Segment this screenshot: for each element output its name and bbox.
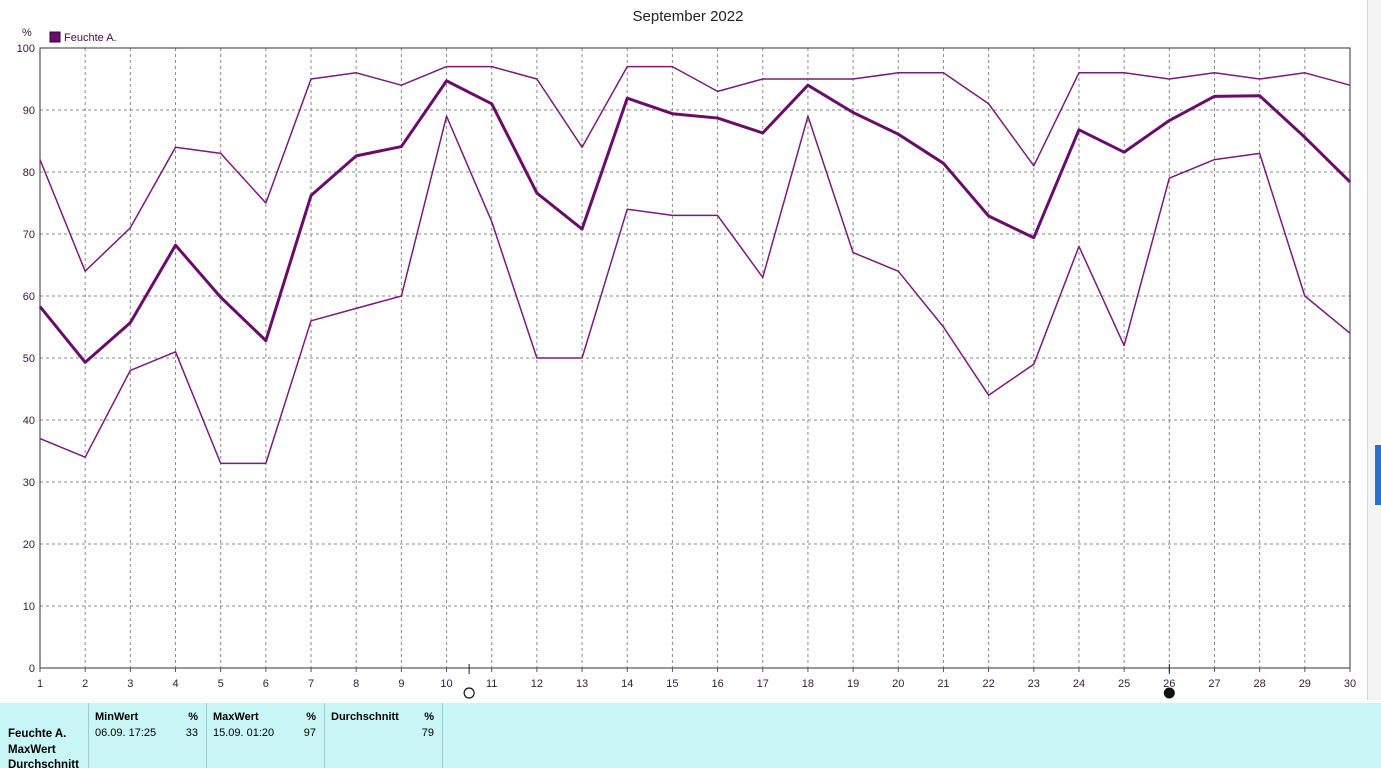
chart-title: September 2022 [633,8,744,25]
stats-col-avg: Durchschnitt % 79 [324,703,443,768]
stats-max-value: 97 [303,727,316,739]
x-tick-label: 9 [398,678,404,690]
moon-phase-markers [463,664,1175,699]
series-line-3 [39,115,1351,465]
y-tick-label: 10 [23,601,35,613]
series-lines [38,65,1352,465]
x-tick-label: 21 [937,678,949,690]
legend-label: Feuchte A. [64,32,117,44]
y-tick-label: 50 [23,353,35,365]
stats-col-min: MinWert % 06.09. 17:25 33 [88,703,206,768]
x-tick-label: 15 [666,678,678,690]
stats-min-header: MinWert [95,711,139,723]
y-tick-label: 0 [29,663,35,675]
x-tick-label: 17 [757,678,769,690]
stats-avg-unit: % [424,711,434,723]
stats-max-timestamp: 15.09. 01:20 [213,727,275,739]
stats-max-header: MaxWert [213,711,259,723]
stats-avg-value: 79 [421,727,434,739]
stats-min-value: 33 [185,727,198,739]
full-moon-icon [463,687,475,699]
x-tick-label: 20 [892,678,904,690]
humidity-chart: September 2022 % Feuchte A. 1 2 3 4 5 6 7 8 9 10 1… [17,8,1356,699]
gridlines [40,48,1350,668]
y-axis-unit: % [22,27,32,39]
x-tick-label: 2 [82,678,88,690]
x-tick-label: 26 [1163,678,1175,690]
y-tick-label: 20 [23,539,35,551]
x-tick-label: 24 [1073,678,1085,690]
x-tick-label: 16 [711,678,723,690]
x-tick-label: 7 [308,678,314,690]
x-tick-label: 5 [218,678,224,690]
series-line-2 [38,79,1352,364]
x-tick-label: 29 [1299,678,1311,690]
x-tick-label: 23 [1028,678,1040,690]
stats-panel: Feuchte A. MaxWert Durchschnitt MinWert … [0,703,1381,771]
vertical-scrollbar[interactable] [1367,0,1381,700]
x-tick-label: 22 [982,678,994,690]
x-tick-label: 8 [353,678,359,690]
y-tick-label: 90 [23,105,35,117]
tick-labels: 1 2 3 4 5 6 7 8 9 10 11 12 13 14 15 16 17 18 19 20 21 22 23 24 2… [17,43,1356,690]
stats-min-timestamp: 06.09. 17:25 [95,727,157,739]
stats-row-label-maxwert: MaxWert [8,743,56,756]
x-tick-label: 3 [127,678,133,690]
new-moon-icon [1163,687,1175,699]
x-tick-label: 25 [1118,678,1130,690]
x-tick-label: 18 [802,678,814,690]
x-tick-label: 6 [263,678,269,690]
y-tick-label: 40 [23,415,35,427]
y-tick-label: 70 [23,229,35,241]
stats-row-label-feuchte: Feuchte A. [8,728,67,740]
y-tick-label: 60 [23,291,35,303]
x-tick-label: 12 [531,678,543,690]
x-tick-label: 30 [1344,678,1356,690]
x-tick-label: 1 [37,678,43,690]
stats-row-labels: Feuchte A. MaxWert Durchschnitt [8,727,79,774]
axes [39,47,1351,672]
y-tick-label: 100 [17,43,35,55]
x-tick-label: 11 [486,678,497,690]
stats-row-label-durchschnitt: Durchschnitt [8,759,79,771]
x-tick-label: 10 [440,678,452,690]
y-tick-label: 80 [23,167,35,179]
stats-max-unit: % [306,711,316,723]
x-tick-label: 14 [621,678,633,690]
legend-swatch [49,31,61,43]
stats-min-unit: % [188,711,198,723]
x-tick-label: 4 [172,678,178,690]
x-tick-label: 28 [1254,678,1266,690]
stats-avg-header: Durchschnitt [331,711,399,723]
y-tick-label: 30 [23,477,35,489]
scrollbar-thumb-accent[interactable] [1375,445,1381,505]
x-tick-label: 19 [847,678,859,690]
series-line-1 [39,65,1351,272]
x-tick-label: 27 [1208,678,1220,690]
plot-frame [39,47,1351,669]
x-tick-label: 13 [576,678,588,690]
stats-col-max: MaxWert % 15.09. 01:20 97 [206,703,324,768]
